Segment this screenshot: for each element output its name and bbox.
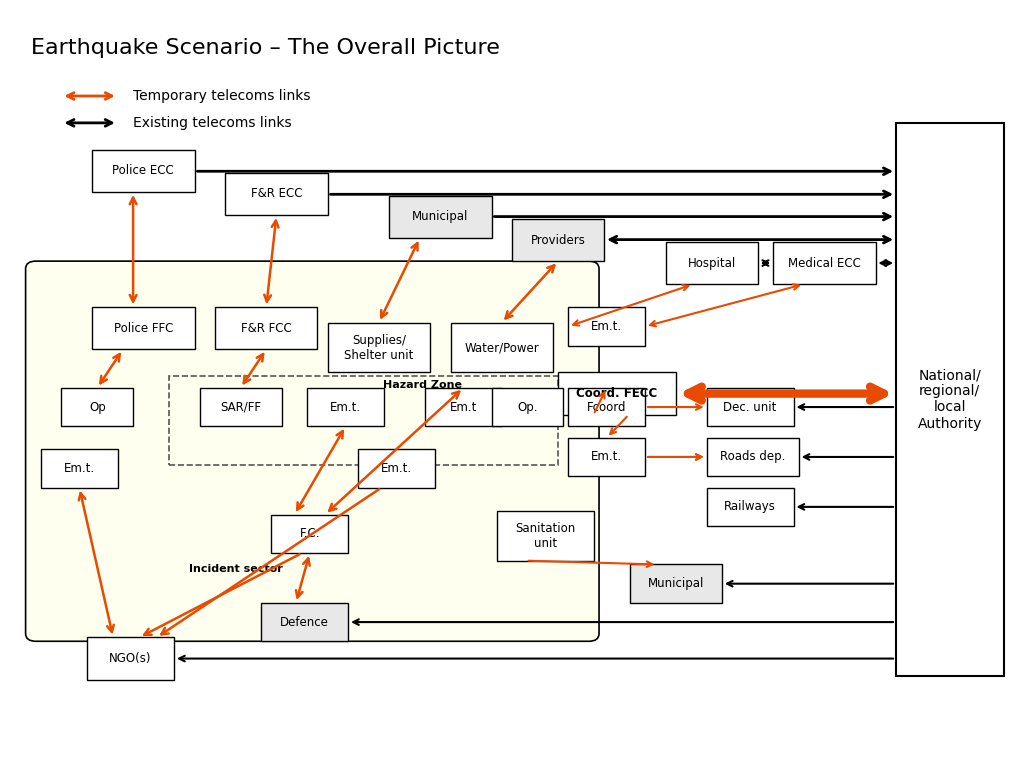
FancyBboxPatch shape	[497, 511, 594, 561]
Text: National/
regional/
local
Authority: National/ regional/ local Authority	[918, 368, 982, 431]
Text: Defence: Defence	[281, 616, 329, 628]
FancyBboxPatch shape	[512, 219, 604, 261]
FancyBboxPatch shape	[92, 307, 195, 349]
FancyBboxPatch shape	[200, 388, 282, 426]
Text: Em.t.: Em.t.	[381, 462, 413, 475]
FancyBboxPatch shape	[896, 123, 1004, 676]
Text: NGO(s): NGO(s)	[110, 652, 152, 665]
Text: Municipal: Municipal	[412, 210, 469, 223]
Text: Em.t.: Em.t.	[591, 451, 623, 463]
Text: Railways: Railways	[724, 501, 776, 513]
FancyBboxPatch shape	[666, 242, 758, 284]
Text: Police ECC: Police ECC	[113, 164, 174, 177]
Text: Em.t.: Em.t.	[63, 462, 95, 475]
Text: Supplies/
Shelter unit: Supplies/ Shelter unit	[344, 333, 414, 362]
Text: Hazard Zone: Hazard Zone	[383, 380, 462, 390]
Text: Hospital: Hospital	[687, 257, 736, 270]
Text: Existing telecoms links: Existing telecoms links	[133, 116, 292, 130]
FancyBboxPatch shape	[389, 196, 492, 238]
FancyBboxPatch shape	[328, 323, 430, 372]
FancyBboxPatch shape	[451, 323, 553, 372]
Text: Sanitation
unit: Sanitation unit	[515, 521, 575, 550]
FancyBboxPatch shape	[425, 388, 502, 426]
Text: Municipal: Municipal	[647, 578, 705, 590]
Text: F.C.: F.C.	[299, 528, 321, 540]
Text: Em.t: Em.t	[450, 401, 477, 413]
FancyBboxPatch shape	[568, 307, 645, 346]
FancyBboxPatch shape	[61, 388, 133, 426]
Text: F&R FCC: F&R FCC	[241, 322, 292, 335]
Text: SAR/FF: SAR/FF	[220, 401, 261, 413]
Text: Water/Power: Water/Power	[465, 341, 539, 354]
FancyBboxPatch shape	[307, 388, 384, 426]
FancyBboxPatch shape	[630, 564, 722, 603]
FancyBboxPatch shape	[707, 438, 799, 476]
FancyBboxPatch shape	[568, 438, 645, 476]
Text: Dec. unit: Dec. unit	[723, 401, 777, 413]
Text: Coord. FECC: Coord. FECC	[577, 387, 657, 400]
FancyBboxPatch shape	[215, 307, 317, 349]
FancyBboxPatch shape	[261, 603, 348, 641]
Text: Em.t.: Em.t.	[330, 401, 361, 413]
Text: Earthquake Scenario – The Overall Picture: Earthquake Scenario – The Overall Pictur…	[31, 38, 500, 58]
FancyBboxPatch shape	[41, 449, 118, 488]
Text: Roads dep.: Roads dep.	[720, 451, 785, 463]
FancyBboxPatch shape	[358, 449, 435, 488]
Text: Providers: Providers	[530, 233, 586, 247]
FancyBboxPatch shape	[492, 388, 563, 426]
Text: Temporary telecoms links: Temporary telecoms links	[133, 89, 310, 103]
Text: Op.: Op.	[517, 401, 538, 413]
FancyBboxPatch shape	[558, 372, 676, 415]
FancyBboxPatch shape	[568, 388, 645, 426]
FancyBboxPatch shape	[87, 637, 174, 680]
FancyBboxPatch shape	[773, 242, 876, 284]
FancyBboxPatch shape	[707, 488, 794, 526]
FancyBboxPatch shape	[225, 173, 328, 215]
Text: Em.t.: Em.t.	[591, 320, 623, 333]
Text: Medical ECC: Medical ECC	[787, 257, 861, 270]
Text: F&R ECC: F&R ECC	[251, 187, 302, 200]
FancyBboxPatch shape	[26, 261, 599, 641]
Text: Police FFC: Police FFC	[114, 322, 173, 335]
FancyBboxPatch shape	[707, 388, 794, 426]
Text: Op: Op	[89, 401, 105, 413]
FancyBboxPatch shape	[92, 150, 195, 192]
Text: Incident sector: Incident sector	[189, 564, 284, 574]
Text: Fcoord: Fcoord	[587, 401, 627, 413]
FancyBboxPatch shape	[271, 515, 348, 553]
